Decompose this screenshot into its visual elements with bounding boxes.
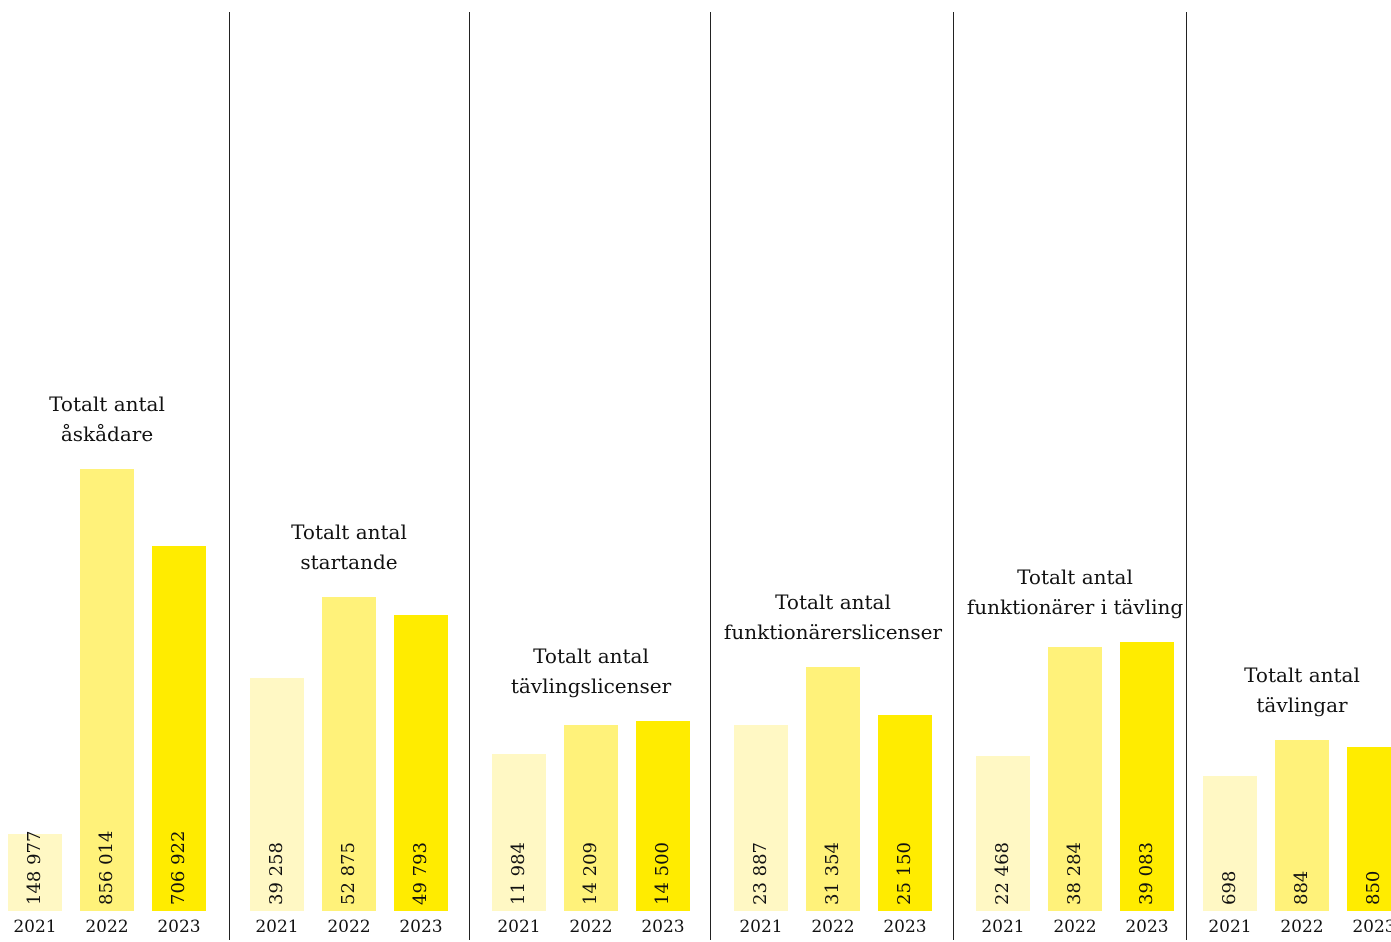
bar-value-label: 23 887 — [750, 842, 771, 905]
bar-2022 — [80, 469, 134, 911]
panel-title-line: Totalt antal — [1244, 663, 1360, 687]
bar-value-label: 25 150 — [894, 842, 915, 905]
bar-2021 — [976, 756, 1030, 911]
bar-2021 — [1203, 775, 1257, 911]
bar-2021 — [492, 753, 546, 911]
bar-value-label: 31 354 — [822, 842, 843, 905]
year-label: 2021 — [1208, 917, 1252, 937]
bar-value-label: 706 922 — [168, 830, 189, 905]
year-label: 2023 — [883, 917, 927, 937]
panel-title-line: Totalt antal — [291, 520, 407, 544]
panel-title: Totalt antal funktionärerslicenser — [713, 587, 953, 647]
bar-value-label: 11 984 — [508, 842, 529, 905]
chart-panel-3: 11 984 2021 14 209 2022 14 500 2023 Totalt ant… — [484, 0, 714, 942]
panel-title-line: Totalt antal — [775, 590, 891, 614]
bar-value-label: 698 — [1219, 870, 1240, 905]
chart-panel-1: 148 977 2021 856 014 2022 706 922 2023 Totalt … — [0, 0, 230, 942]
year-label: 2023 — [157, 917, 201, 937]
bar-2023 — [1347, 746, 1391, 911]
bar-2022 — [1048, 647, 1102, 911]
bar-2022 — [322, 597, 376, 911]
panel-divider-3 — [710, 12, 711, 940]
bar-2021 — [250, 677, 304, 911]
year-label: 2022 — [1053, 917, 1097, 937]
bar-2021 — [8, 834, 62, 911]
bar-value-label: 49 793 — [410, 842, 431, 905]
bar-2021 — [734, 725, 788, 911]
year-label: 2021 — [981, 917, 1025, 937]
bar-2023 — [152, 545, 206, 911]
bar-2022 — [564, 724, 618, 911]
bar-2023 — [878, 715, 932, 911]
bar-2023 — [1120, 642, 1174, 911]
panel-title-line: tävlingslicenser — [510, 674, 672, 698]
panel-divider-1 — [229, 12, 230, 940]
panel-title: Totalt antal tävlingslicenser — [471, 641, 711, 701]
panel-title: Totalt antal åskådare — [0, 389, 227, 449]
bar-value-label: 856 014 — [96, 830, 117, 905]
year-label: 2021 — [255, 917, 299, 937]
year-label: 2021 — [739, 917, 783, 937]
year-label: 2022 — [569, 917, 613, 937]
bar-value-label: 850 — [1363, 870, 1384, 905]
panel-title: Totalt antal funktionärer i tävling — [955, 562, 1195, 622]
bar-value-label: 14 209 — [580, 842, 601, 905]
bar-value-label: 52 875 — [338, 842, 359, 905]
year-label: 2021 — [497, 917, 541, 937]
panel-title-line: funktionärer i tävling — [966, 595, 1184, 619]
year-label: 2023 — [399, 917, 443, 937]
panel-title-line: funktionärerslicenser — [723, 620, 943, 644]
year-label: 2022 — [327, 917, 371, 937]
bar-value-label: 22 468 — [992, 842, 1013, 905]
year-label: 2023 — [641, 917, 685, 937]
chart-panel-4: 23 887 2021 31 354 2022 25 150 2023 Totalt ant… — [724, 0, 956, 942]
bar-value-label: 39 083 — [1136, 842, 1157, 905]
panel-title-line: Totalt antal — [1017, 565, 1133, 589]
year-label: 2022 — [85, 917, 129, 937]
panel-divider-5 — [1186, 12, 1187, 940]
panel-divider-4 — [953, 12, 954, 940]
panel-title-line: startande — [300, 550, 398, 574]
panel-title-line: tävlingar — [1256, 693, 1348, 717]
year-label: 2022 — [1280, 917, 1324, 937]
year-label: 2021 — [13, 917, 57, 937]
panel-divider-2 — [469, 12, 470, 940]
chart-panel-5: 22 468 2021 38 284 2022 39 083 2023 Totalt ant… — [967, 0, 1188, 942]
bar-value-label: 39 258 — [266, 842, 287, 905]
panel-title-line: Totalt antal — [49, 392, 165, 416]
panel-title: Totalt antal tävlingar — [1182, 660, 1391, 720]
panel-title: Totalt antal startande — [229, 517, 469, 577]
bar-value-label: 14 500 — [652, 842, 673, 905]
panel-title-line: Totalt antal — [533, 644, 649, 668]
panel-title-line: åskådare — [60, 422, 154, 446]
bar-2023 — [394, 615, 448, 911]
bar-2023 — [636, 721, 690, 911]
bar-value-label: 38 284 — [1064, 842, 1085, 905]
bar-2022 — [1275, 740, 1329, 911]
chart-panel-2: 39 258 2021 52 875 2022 49 793 2023 Totalt ant… — [242, 0, 472, 942]
bar-value-label: 148 977 — [24, 830, 45, 905]
chart-panel-6: 698 2021 884 2022 850 2023 Totalt antal tävling… — [1195, 0, 1391, 942]
bar-2022 — [806, 667, 860, 911]
bar-value-label: 884 — [1291, 870, 1312, 905]
year-label: 2023 — [1352, 917, 1391, 937]
year-label: 2022 — [811, 917, 855, 937]
year-label: 2023 — [1125, 917, 1169, 937]
